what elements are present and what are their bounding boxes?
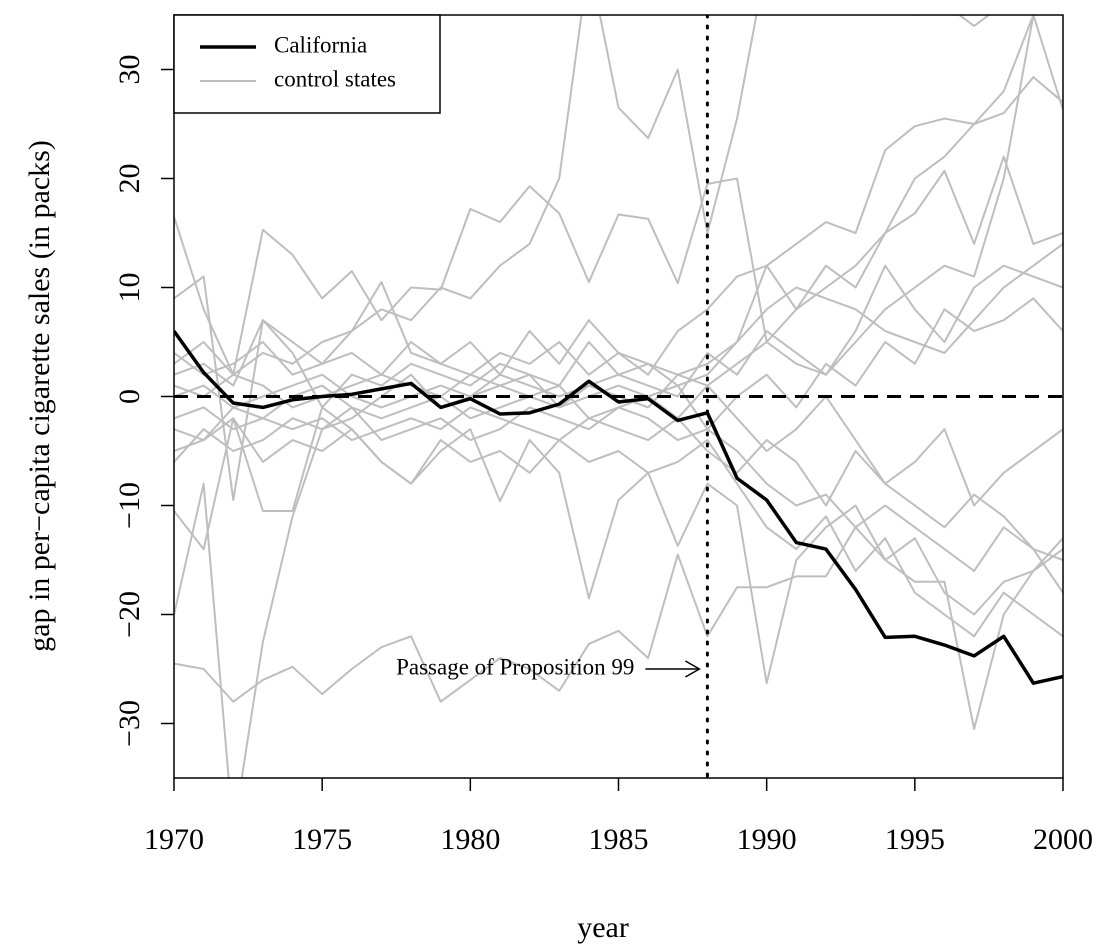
x-axis-label: year bbox=[577, 911, 629, 944]
control-line bbox=[174, 15, 991, 376]
y-tick-label: 30 bbox=[113, 55, 146, 85]
control-line bbox=[174, 264, 1063, 409]
legend-label: California bbox=[274, 32, 367, 57]
y-tick-label: −30 bbox=[113, 700, 146, 747]
x-tick-label: 1970 bbox=[144, 823, 204, 856]
annotation: Passage of Proposition 99 bbox=[396, 654, 634, 679]
control-line bbox=[174, 15, 1063, 376]
y-tick-label: −20 bbox=[113, 591, 146, 638]
control-line bbox=[174, 417, 1063, 638]
legend-label: control states bbox=[274, 66, 396, 91]
california-line bbox=[174, 330, 1063, 685]
y-tick-label: 0 bbox=[113, 389, 146, 404]
x-tick-label: 1985 bbox=[589, 823, 649, 856]
y-axis-label: gap in per−capita cigarette sales (in pa… bbox=[23, 140, 56, 652]
x-tick-label: 1995 bbox=[885, 823, 945, 856]
legend-box bbox=[173, 14, 441, 114]
control-line bbox=[174, 504, 1063, 703]
annotation-arrowhead bbox=[685, 660, 701, 678]
control-line bbox=[174, 297, 1063, 463]
x-tick-label: 2000 bbox=[1033, 823, 1093, 856]
x-tick-label: 1990 bbox=[737, 823, 797, 856]
y-tick-label: −10 bbox=[113, 482, 146, 529]
x-tick-label: 1980 bbox=[440, 823, 500, 856]
control-line bbox=[174, 76, 1063, 502]
control-line bbox=[174, 15, 1035, 778]
y-tick-label: 10 bbox=[113, 273, 146, 303]
plot-area bbox=[174, 15, 1063, 778]
x-tick-label: 1975 bbox=[292, 823, 352, 856]
y-tick-label: 20 bbox=[113, 164, 146, 194]
control-line bbox=[174, 406, 1063, 594]
